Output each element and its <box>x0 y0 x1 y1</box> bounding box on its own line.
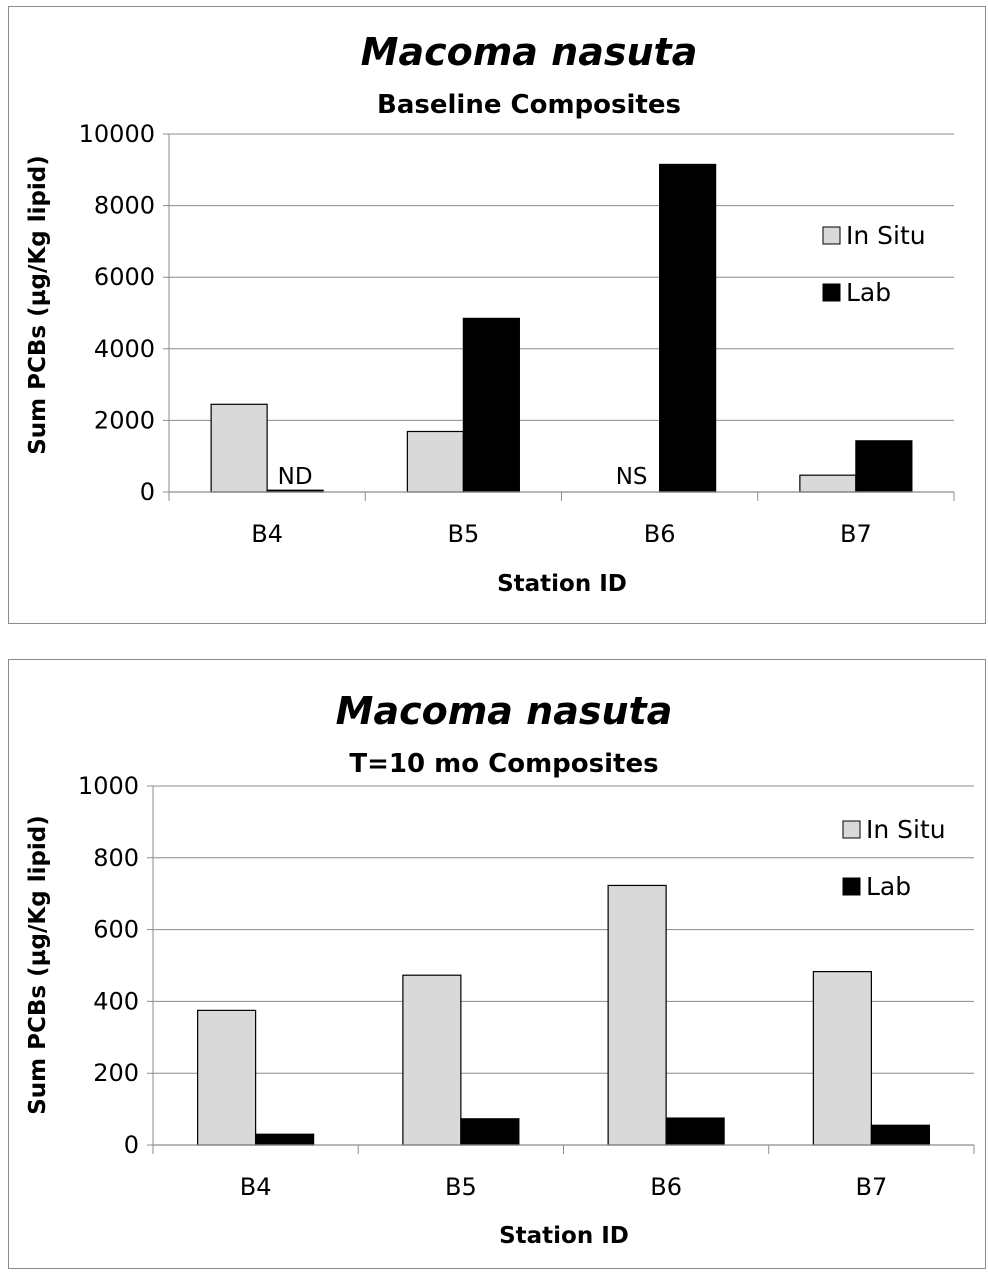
y-tick-label: 400 <box>93 987 139 1015</box>
bar-lab-b4 <box>255 1133 315 1146</box>
y-tick-label: 4000 <box>94 335 155 363</box>
baseline-chart-svg: Macoma nasuta Baseline Composites Sum PC… <box>25 30 955 597</box>
y-tick-label: 8000 <box>94 192 155 220</box>
y-tick-label: 1000 <box>78 772 139 800</box>
legend-swatch-lab <box>842 877 861 896</box>
bar-lab-b7 <box>870 1124 930 1146</box>
chart-title: Macoma nasuta <box>336 689 673 733</box>
bar-in-situ-b4 <box>210 403 268 493</box>
y-tick-label: 800 <box>93 844 139 872</box>
bar-in-situ-b7 <box>799 474 857 493</box>
bar-in-situ-b6 <box>607 884 667 1146</box>
x-axis-label: Station ID <box>497 571 627 597</box>
y-axis-label: Sum PCBs (µg/Kg lipid) <box>25 155 51 455</box>
bar-lab-b7 <box>855 440 913 493</box>
t10-chart-svg: Macoma nasuta T=10 mo Composites Sum PCB… <box>25 689 975 1249</box>
bar-in-situ-b4 <box>197 1009 257 1146</box>
annotation-label: ND <box>278 464 313 490</box>
y-tick-label: 200 <box>93 1059 139 1087</box>
bar-lab-b5 <box>460 1118 520 1146</box>
annotation-label: NS <box>616 464 648 490</box>
bar-lab-b6 <box>659 163 717 493</box>
x-tick-label: B4 <box>251 520 283 548</box>
chart-subtitle: Baseline Composites <box>377 90 681 120</box>
legend-label: In Situ <box>846 221 926 250</box>
legend-label: Lab <box>846 278 891 307</box>
bar-in-situ-b5 <box>402 974 462 1146</box>
y-tick-label: 6000 <box>94 263 155 291</box>
y-axis-label: Sum PCBs (µg/Kg lipid) <box>25 815 51 1115</box>
chart-panel-t10: Macoma nasuta T=10 mo Composites Sum PCB… <box>8 659 986 1269</box>
chart-subtitle: T=10 mo Composites <box>349 749 658 779</box>
x-tick-label: B7 <box>856 1173 888 1201</box>
y-tick-label: 600 <box>93 916 139 944</box>
bar-in-situ-b7 <box>812 971 872 1146</box>
chart-panel-baseline: Macoma nasuta Baseline Composites Sum PC… <box>8 6 986 624</box>
x-tick-label: B5 <box>448 520 480 548</box>
x-tick-label: B5 <box>445 1173 477 1201</box>
legend-swatch-in-situ <box>822 226 841 245</box>
legend-label: Lab <box>866 872 911 901</box>
bar-lab-b6 <box>665 1117 725 1146</box>
x-tick-label: B6 <box>644 520 676 548</box>
x-tick-label: B6 <box>650 1173 682 1201</box>
x-tick-label: B4 <box>240 1173 272 1201</box>
x-axis-label: Station ID <box>499 1223 629 1249</box>
y-tick-label: 10000 <box>79 120 155 148</box>
chart-title: Macoma nasuta <box>361 30 698 74</box>
y-tick-label: 2000 <box>94 406 155 434</box>
bar-in-situ-b5 <box>406 430 464 493</box>
bar-lab-b5 <box>462 317 520 493</box>
legend-label: In Situ <box>866 815 946 844</box>
x-tick-label: B7 <box>840 520 872 548</box>
legend-swatch-lab <box>822 283 841 302</box>
legend-swatch-in-situ <box>842 820 861 839</box>
y-tick-label: 0 <box>140 478 155 506</box>
y-tick-label: 0 <box>124 1131 139 1159</box>
